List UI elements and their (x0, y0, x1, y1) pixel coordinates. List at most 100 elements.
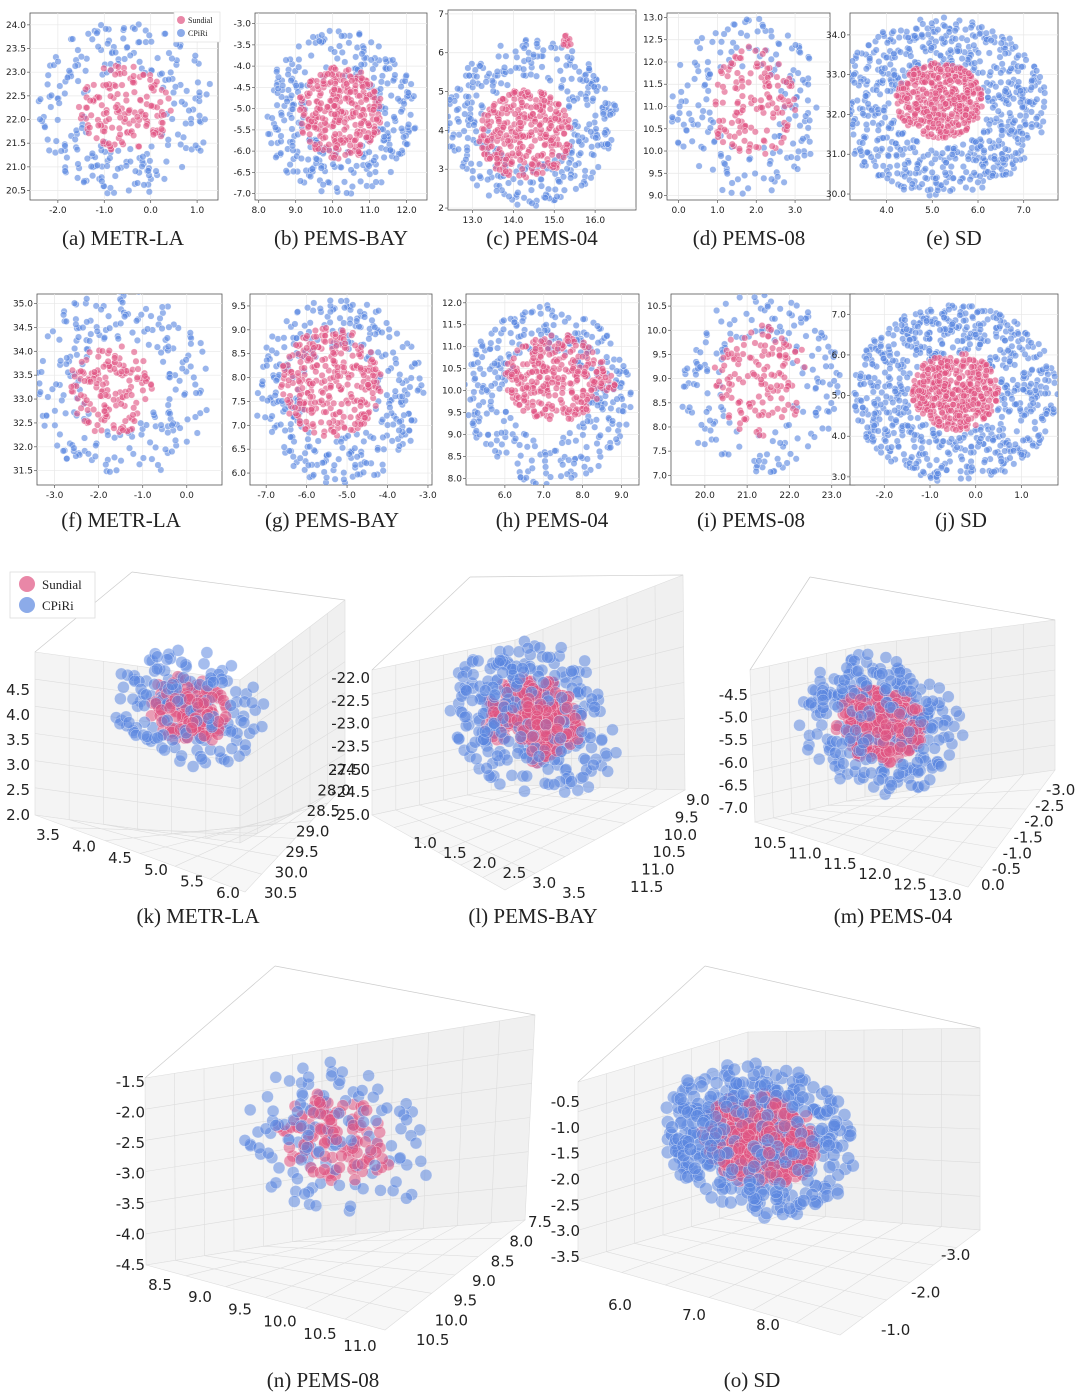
sundial-point (294, 350, 302, 358)
cpiri-point (110, 453, 118, 461)
cpiri-point (859, 110, 867, 118)
cpiri-point (357, 61, 365, 69)
panel-caption: (a) METR-LA (62, 226, 185, 250)
sundial-point (344, 381, 352, 389)
x-tick-label: 2.0 (749, 206, 764, 216)
sundial-point (912, 100, 920, 108)
cpiri-point (514, 460, 522, 468)
cpiri-point (839, 125, 846, 132)
cpiri-point (191, 381, 199, 389)
cpiri-point (149, 409, 157, 417)
cpiri-point (253, 412, 261, 420)
sundial-point (322, 324, 330, 332)
sundial-point (739, 106, 747, 114)
sundial-point (533, 170, 541, 178)
cpiri-point (91, 452, 99, 460)
cpiri-point (572, 321, 580, 329)
cpiri-point (795, 147, 803, 155)
sundial-point (545, 392, 553, 400)
cpiri-point (734, 175, 742, 183)
cpiri-point (53, 442, 61, 450)
cpiri-point (1010, 95, 1018, 103)
sundial-point (130, 63, 138, 71)
cpiri-point (606, 111, 614, 119)
cpiri-point (282, 167, 290, 175)
sundial-point (311, 327, 319, 335)
sundial-point (86, 97, 94, 105)
cpiri-point (83, 295, 91, 303)
cpiri-point (172, 386, 180, 394)
cpiri-point (182, 119, 190, 127)
cpiri-point (496, 385, 504, 393)
cpiri-point (913, 137, 921, 145)
sundial-point (295, 377, 303, 385)
cpiri-point (44, 80, 52, 88)
sundial-point (542, 116, 550, 124)
cpiri-point (984, 93, 992, 101)
sundial-point (521, 113, 529, 121)
cpiri-point (154, 54, 162, 62)
sundial-point (125, 377, 133, 385)
cpiri-point (54, 116, 62, 124)
sundial-point (332, 342, 340, 350)
cpiri-point (699, 107, 707, 115)
cpiri-point (277, 132, 285, 140)
cpiri-point (480, 370, 488, 378)
cpiri-point (319, 459, 327, 467)
sundial-point (775, 60, 783, 68)
sundial-point (745, 78, 753, 86)
sundial-point (783, 78, 791, 86)
sundial-point (356, 92, 364, 100)
cpiri-point (383, 319, 391, 327)
sundial-point (78, 111, 86, 119)
cpiri-point (949, 174, 957, 182)
sundial-point (332, 95, 340, 103)
cpiri-point (347, 166, 355, 174)
cpiri-point (287, 420, 295, 428)
cpiri-point (351, 444, 359, 452)
cpiri-point (1036, 73, 1044, 81)
sundial-point (102, 109, 110, 117)
cpiri-point (512, 421, 520, 429)
cpiri-point (466, 381, 469, 388)
cpiri-point (677, 88, 685, 96)
cpiri-point (987, 68, 995, 76)
sundial-point (111, 82, 119, 90)
sundial-point (357, 364, 365, 372)
cpiri-point (469, 174, 477, 182)
cpiri-point (591, 423, 599, 431)
cpiri-point (676, 102, 684, 110)
cpiri-point (165, 49, 173, 57)
cpiri-point (171, 83, 179, 91)
cpiri-point (61, 89, 69, 97)
cpiri-point (484, 176, 492, 184)
cpiri-point (708, 38, 716, 46)
sundial-point (368, 356, 376, 364)
cpiri-point (1006, 35, 1014, 43)
cpiri-point (470, 121, 478, 129)
cpiri-point (559, 461, 567, 469)
cpiri-point (978, 23, 986, 31)
cpiri-point (565, 159, 573, 167)
cpiri-point (112, 466, 120, 474)
cpiri-point (407, 80, 415, 88)
y-tick-label: 9.5 (649, 169, 663, 179)
cpiri-point (988, 172, 996, 180)
cpiri-point (921, 165, 929, 173)
sundial-point (565, 415, 573, 423)
cpiri-point (918, 31, 926, 39)
sundial-point (962, 126, 970, 134)
sundial-point (966, 98, 974, 106)
cpiri-point (87, 162, 95, 170)
sundial-point (561, 32, 569, 40)
sundial-point (116, 130, 124, 138)
cpiri-point (575, 137, 583, 145)
cpiri-point (463, 99, 471, 107)
sundial-point (306, 138, 314, 146)
sundial-point (108, 124, 116, 132)
sundial-point (341, 339, 349, 347)
sundial-point (751, 47, 759, 55)
sundial-point (942, 89, 950, 97)
sundial-point (94, 121, 102, 129)
sundial-point (98, 101, 106, 109)
